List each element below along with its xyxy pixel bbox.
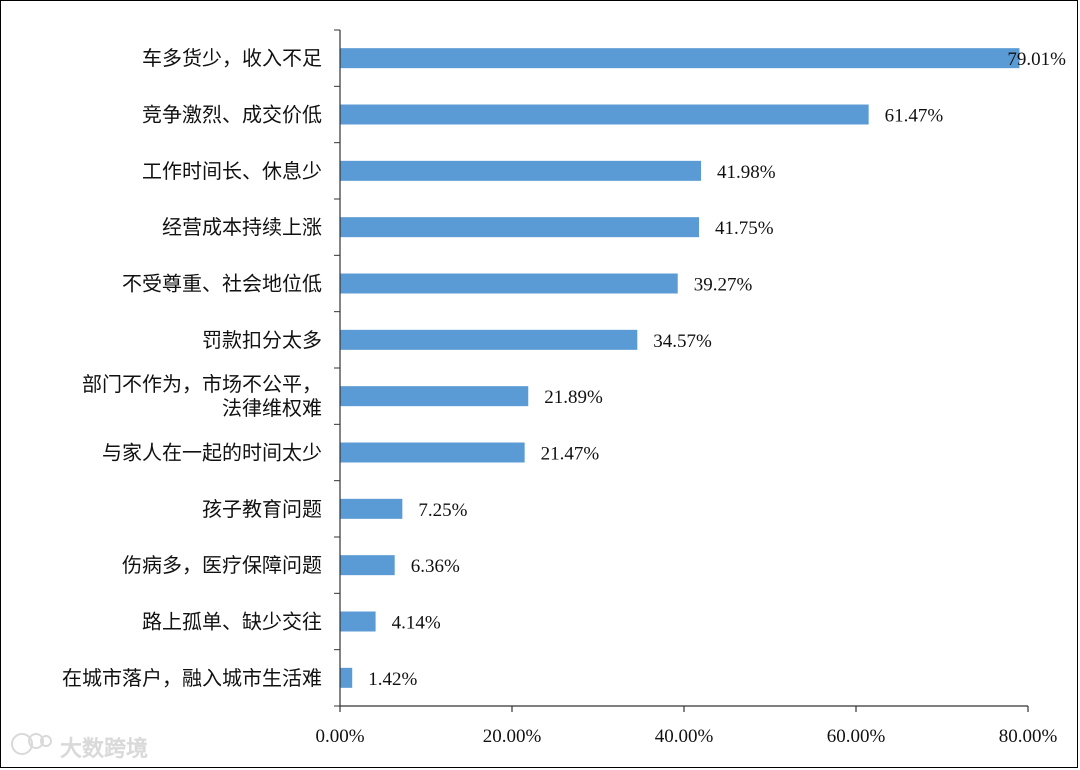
category-label: 法律维权难 [222, 396, 322, 420]
bar [340, 667, 353, 688]
category-label: 工作时间长、休息少 [142, 159, 322, 183]
category-label: 部门不作为，市场不公平， [82, 372, 322, 396]
bar [340, 273, 678, 294]
value-label: 34.57% [653, 331, 712, 352]
bar [340, 498, 403, 519]
category-label: 不受尊重、社会地位低 [122, 272, 322, 296]
x-tick-label: 0.00% [315, 726, 364, 747]
watermark: 大数跨境 [11, 733, 148, 762]
category-label: 罚款扣分太多 [202, 328, 322, 352]
bar [340, 160, 702, 181]
x-tick-label: 60.00% [827, 726, 886, 747]
value-label: 61.47% [885, 106, 944, 127]
bar [340, 104, 869, 125]
bar [340, 329, 638, 350]
value-label: 21.89% [544, 387, 603, 408]
value-label: 41.98% [717, 162, 776, 183]
bar [340, 611, 376, 632]
value-label: 79.01% [1007, 49, 1066, 70]
x-tick-label: 20.00% [483, 726, 542, 747]
value-label: 1.42% [368, 669, 417, 690]
bar [340, 555, 395, 576]
category-label: 孩子教育问题 [202, 497, 322, 521]
chat-bubbles-icon [11, 733, 52, 755]
bar [340, 217, 700, 238]
category-label: 伤病多，医疗保障问题 [122, 553, 322, 577]
bar [340, 48, 1020, 69]
value-labels-group: 79.01% 61.47% 41.98% 41.75% 39.27% 34.57% 21.8… [368, 49, 1066, 690]
x-tick-label: 80.00% [999, 726, 1058, 747]
value-label: 41.75% [715, 218, 774, 239]
axes-group: 0.00% 20.00% 40.00% 60.00% 80.00% [315, 29, 1058, 747]
value-label: 6.36% [411, 556, 460, 577]
value-label: 4.14% [392, 613, 441, 634]
x-tick-label: 40.00% [655, 726, 714, 747]
bars-group [340, 48, 1020, 688]
category-label: 车多货少，收入不足 [142, 46, 322, 70]
category-label: 路上孤单、缺少交往 [142, 610, 322, 634]
value-label: 7.25% [418, 500, 467, 521]
category-label: 竞争激烈、成交价低 [142, 103, 322, 127]
category-label: 经营成本持续上涨 [162, 215, 322, 239]
category-label: 在城市落户，融入城市生活难 [62, 666, 322, 690]
value-label: 21.47% [541, 444, 600, 465]
value-label: 39.27% [694, 275, 753, 296]
watermark-text: 大数跨境 [60, 736, 148, 762]
category-label: 与家人在一起的时间太少 [102, 441, 322, 465]
bar [340, 386, 529, 407]
category-labels-group: 车多货少，收入不足竞争激烈、成交价低工作时间长、休息少经营成本持续上涨不受尊重、… [62, 46, 322, 690]
bar [340, 442, 525, 463]
